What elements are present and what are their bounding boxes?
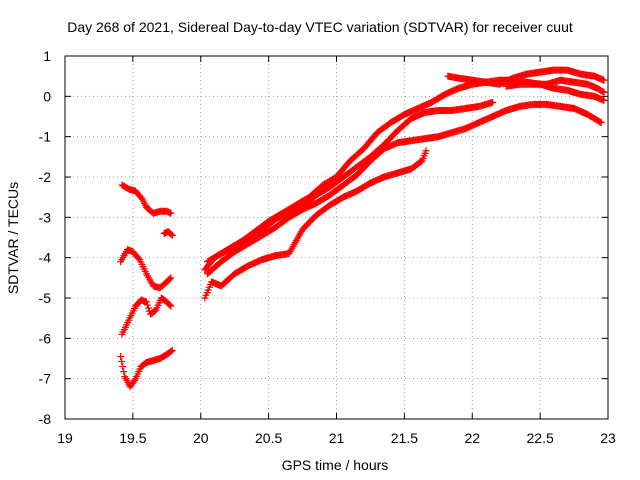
data-point xyxy=(142,298,150,306)
data-point xyxy=(166,301,174,309)
data-point xyxy=(120,368,128,376)
data-point xyxy=(166,275,174,283)
chart-title: Day 268 of 2021, Sidereal Day-to-day VTE… xyxy=(67,19,573,35)
series-s4 xyxy=(201,147,430,302)
y-tick-label: 0 xyxy=(43,88,51,104)
y-tick-label: -5 xyxy=(39,290,52,306)
series-early-a-tail xyxy=(160,227,176,239)
series-s6 xyxy=(502,76,608,96)
data-point xyxy=(597,119,605,127)
series-s3 xyxy=(204,100,605,278)
y-tick-label: 1 xyxy=(43,48,51,64)
data-point xyxy=(168,231,176,239)
data-point xyxy=(600,88,608,96)
y-axis-label: SDTVAR / TECUs xyxy=(5,182,21,294)
axis-tick-labels: 19 19.5 20 20.5 21 21.5 22 22.5 23 -8 -7 -6 -5 -4 -3 -2… xyxy=(39,48,616,446)
y-tick-label: -1 xyxy=(39,129,52,145)
x-tick-label: 22 xyxy=(464,430,480,446)
x-tick-label: 20.5 xyxy=(255,430,282,446)
series-early-b xyxy=(117,246,175,292)
data-point xyxy=(168,346,176,354)
data-point xyxy=(135,254,143,262)
data-point xyxy=(600,96,608,104)
y-tick-label: -4 xyxy=(39,250,52,266)
y-tick-label: -3 xyxy=(39,209,52,225)
y-tick-label: -8 xyxy=(39,411,52,427)
x-tick-label: 23 xyxy=(600,430,616,446)
series-early-c xyxy=(118,294,175,338)
y-tick-label: -7 xyxy=(39,371,52,387)
data-point xyxy=(600,76,608,84)
data-point xyxy=(119,363,127,371)
data-point xyxy=(167,302,175,310)
x-tick-label: 19 xyxy=(57,430,73,446)
series-s2 xyxy=(204,98,497,266)
data-point xyxy=(143,301,151,309)
data-point xyxy=(599,88,607,96)
data-point xyxy=(167,230,175,238)
data-points xyxy=(117,66,608,391)
x-tick-label: 19.5 xyxy=(119,430,146,446)
axis-ticks xyxy=(64,55,609,420)
series-s5 xyxy=(444,66,608,88)
x-tick-label: 21.5 xyxy=(391,430,418,446)
data-point xyxy=(489,98,497,106)
data-point xyxy=(167,347,175,355)
x-axis-label: GPS time / hours xyxy=(282,457,389,473)
y-tick-label: -2 xyxy=(39,169,52,185)
y-tick-label: -6 xyxy=(39,330,52,346)
data-point xyxy=(131,376,139,384)
x-tick-label: 20 xyxy=(193,430,209,446)
series-early-d xyxy=(117,346,176,391)
data-point xyxy=(144,304,152,312)
series-early-a xyxy=(118,181,175,217)
data-point xyxy=(117,352,125,360)
data-point xyxy=(167,274,175,282)
x-tick-label: 22.5 xyxy=(527,430,554,446)
data-point xyxy=(118,358,126,366)
data-point xyxy=(422,147,430,155)
data-point xyxy=(167,209,175,217)
x-tick-label: 21 xyxy=(329,430,345,446)
data-point xyxy=(596,118,604,126)
